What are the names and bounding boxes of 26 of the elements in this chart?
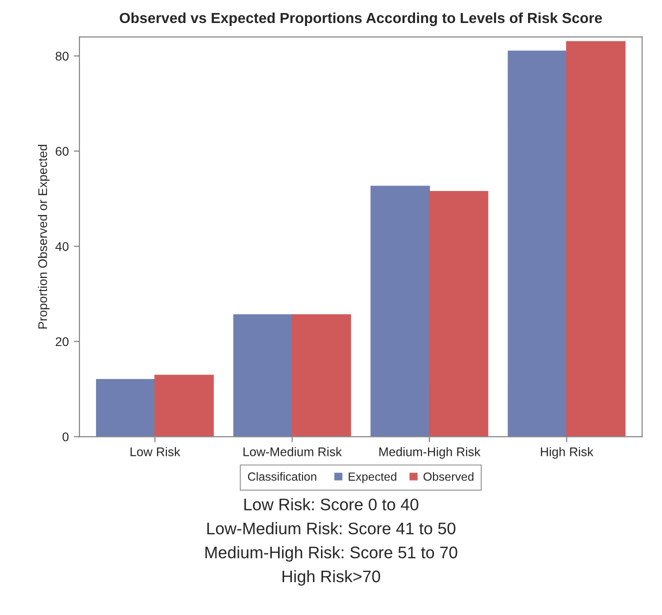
legend-label: Expected: [348, 472, 396, 484]
x-tick-label: Low-Medium Risk: [244, 447, 342, 456]
y-tick-label: 0: [62, 432, 69, 442]
y-tick-label: 40: [55, 242, 69, 251]
bar: [292, 314, 352, 437]
bar: [370, 186, 430, 437]
bar: [233, 314, 293, 437]
text: Low Risk: Score 0 to 40: [244, 498, 418, 510]
bar: [96, 378, 156, 437]
y-axis-title: Proportion Observed or Expected: [38, 144, 50, 328]
y-tick-label: 80: [56, 52, 69, 61]
y-tick-label: 60: [56, 146, 69, 156]
bar: [428, 191, 488, 437]
x-tick-label: High Risk: [540, 447, 594, 459]
legend-title: Classification: [248, 472, 316, 481]
chart-title: Observed vs Expected Proportions According to Levels of Risk Score: [120, 12, 602, 26]
x-tick-label: Low Risk: [130, 447, 180, 456]
bar: [154, 374, 214, 437]
text: High Risk>70: [282, 570, 380, 586]
bar: [566, 41, 626, 437]
legend-label: Observed: [424, 472, 474, 481]
y-tick-label: 20: [56, 337, 69, 346]
bar: [508, 50, 568, 437]
text: Medium-High Risk: Score 51 to 70: [205, 546, 458, 562]
x-tick-label: Medium-High Risk: [379, 447, 480, 459]
text: Low-Medium Risk: Score 41 to 50: [207, 522, 456, 534]
